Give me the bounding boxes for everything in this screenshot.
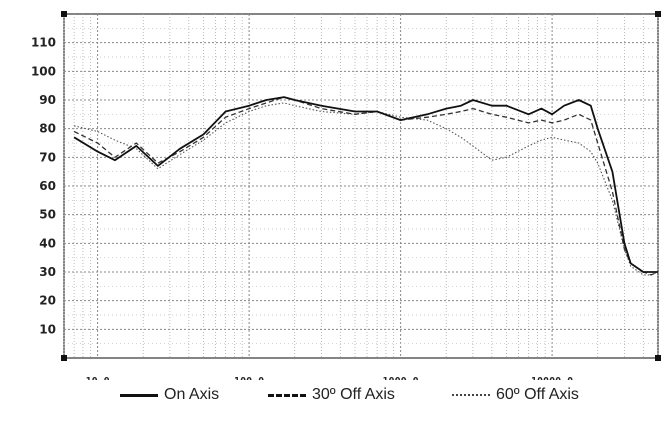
y-tick-label: 20 — [39, 294, 56, 308]
corner-marker-top-right — [655, 11, 661, 17]
legend-item-30-off-axis: 30º Off Axis — [268, 386, 395, 404]
y-tick-label: 50 — [39, 208, 56, 222]
y-tick-label: 60 — [39, 179, 56, 193]
y-axis: 110 100 90 80 70 60 50 40 30 20 10 — [31, 36, 56, 337]
dotted-line-swatch — [452, 394, 490, 396]
frequency-response-chart: 110 100 90 80 70 60 50 40 30 20 10 10.0 100.0 1000.0… — [31, 11, 661, 380]
grid — [63, 14, 659, 358]
x-tick-label: 10000.0 — [531, 376, 573, 380]
legend-item-on-axis: On Axis — [120, 386, 219, 404]
series-layer — [73, 96, 659, 276]
y-tick-label: 70 — [39, 150, 56, 164]
y-tick-label: 110 — [31, 36, 56, 50]
legend-label-on-axis: On Axis — [164, 386, 220, 403]
solid-line-swatch — [120, 393, 158, 397]
y-tick-label: 80 — [39, 122, 56, 136]
series-line-dashed — [73, 96, 659, 276]
legend-item-60-off-axis: 60º Off Axis — [452, 386, 579, 404]
series-line-solid — [73, 96, 658, 273]
legend-label-60-off-axis: 60º Off Axis — [496, 386, 579, 403]
x-axis: 10.0 100.0 1000.0 10000.0 — [86, 376, 574, 380]
x-tick-label: 10.0 — [86, 376, 110, 380]
legend-label-30-off-axis: 30º Off Axis — [312, 386, 395, 403]
dashed-line-swatch — [268, 393, 306, 397]
corner-marker-bottom-right — [655, 355, 661, 361]
y-tick-label: 40 — [39, 236, 56, 250]
x-tick-label: 100.0 — [234, 376, 264, 380]
corner-marker-bottom-left — [61, 355, 67, 361]
x-tick-label: 1000.0 — [383, 376, 419, 380]
y-tick-label: 10 — [39, 322, 56, 336]
series-line-dotted — [73, 102, 659, 276]
legend: On Axis 30º Off Axis 60º Off Axis — [0, 386, 667, 416]
y-tick-label: 90 — [39, 93, 56, 107]
corner-marker-top-left — [61, 11, 67, 17]
y-tick-label: 30 — [39, 265, 56, 279]
y-tick-label: 100 — [31, 64, 56, 78]
